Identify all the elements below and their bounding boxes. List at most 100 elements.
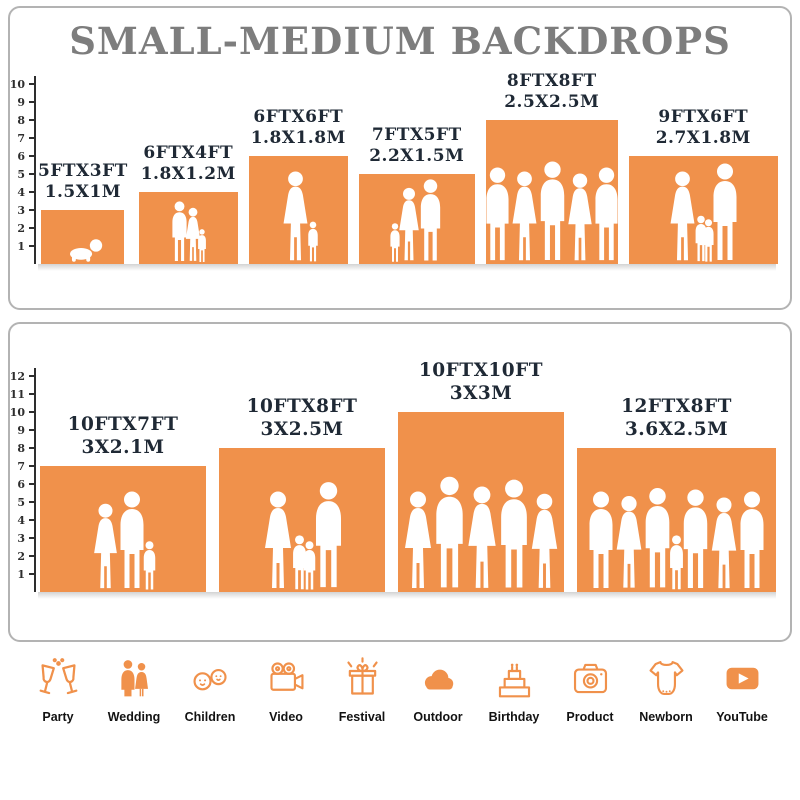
ruler-number: 9 xyxy=(17,96,25,109)
theme-label: Product xyxy=(566,710,614,724)
ruler-tick xyxy=(29,191,36,193)
ruler-tick xyxy=(29,155,36,157)
backdrop-size-label: 10FTX10FT 3X3M xyxy=(419,359,543,406)
woman-silhouette xyxy=(283,171,308,261)
backdrop-group: 5FTX3FT 1.5X1M xyxy=(38,161,128,264)
festival-icon xyxy=(346,657,378,695)
man-silhouette xyxy=(315,482,341,588)
man-silhouette xyxy=(501,479,527,588)
ruler-number: 1 xyxy=(17,240,25,253)
woman-silhouette xyxy=(468,486,496,588)
page-title: SMALL-MEDIUM BACKDROPS xyxy=(69,19,731,63)
size-label-meters: 1.8X1.2M xyxy=(140,164,236,185)
ruler-tick xyxy=(29,245,36,247)
backdrop-size-label: 5FTX3FT 1.5X1M xyxy=(38,161,128,205)
woman-silhouette xyxy=(264,491,291,588)
man-silhouette xyxy=(486,167,509,261)
theme-label: Newborn xyxy=(639,710,693,724)
top-panel: SMALL-MEDIUM BACKDROPS 1 2 3 4 5 6 7 8 9 10 5FTX3… xyxy=(8,6,792,310)
ruler-tick xyxy=(29,411,36,413)
size-label-feet: 10FTX7FT xyxy=(67,413,179,435)
backdrop-group: 9FTX6FT 2.7X1.8M xyxy=(628,106,778,264)
theme-newborn: Newborn xyxy=(638,656,694,724)
backdrop-bar-7ftx5ft xyxy=(358,174,475,264)
theme-label: Outdoor xyxy=(413,710,463,724)
theme-label: Wedding xyxy=(107,710,161,724)
ruler-number: 10 xyxy=(9,406,25,419)
man-silhouette xyxy=(172,201,187,262)
ruler-top: 1 2 3 4 5 6 7 8 9 10 xyxy=(10,76,36,264)
size-label-feet: 8FTX8FT xyxy=(506,70,597,91)
backdrop-group: 8FTX8FT 2.5X2.5M xyxy=(485,70,618,264)
man-silhouette xyxy=(540,161,565,260)
woman-silhouette xyxy=(670,171,695,261)
ruler-number: 4 xyxy=(17,186,25,199)
theme-children: Children xyxy=(182,656,238,724)
ruler-tick xyxy=(29,375,36,377)
ruler-tick xyxy=(29,83,36,85)
size-label-meters: 2.5X2.5M xyxy=(504,92,600,113)
ruler-number: 7 xyxy=(17,132,25,145)
ruler-tick xyxy=(29,519,36,521)
ruler-tick xyxy=(29,101,36,103)
size-label-feet: 9FTX6FT xyxy=(658,106,749,127)
ruler-axis-line xyxy=(34,76,36,264)
backdrop-size-label: 10FTX8FT 3X2.5M xyxy=(247,395,358,442)
ruler-bottom: 1 2 3 4 5 6 7 8 9 10 11 12 xyxy=(10,368,36,592)
ruler-number: 6 xyxy=(17,150,25,163)
theme-outdoor: Outdoor xyxy=(410,656,466,724)
child-silhouette xyxy=(143,541,156,590)
backdrop-bar-6ftx6ft xyxy=(248,156,348,264)
backdrop-group: 6FTX6FT 1.8X1.8M xyxy=(248,107,348,264)
backdrop-group: 10FTX10FT 3X3M xyxy=(398,359,564,592)
ruler-number: 1 xyxy=(17,568,25,581)
ruler-number: 2 xyxy=(17,550,25,563)
ruler-number: 7 xyxy=(17,460,25,473)
woman-silhouette xyxy=(531,493,558,588)
people-silhouettes xyxy=(486,161,618,263)
backdrop-size-label: 6FTX4FT 1.8X1.2M xyxy=(141,143,236,187)
birthday-icon xyxy=(498,663,530,698)
ruler-tick xyxy=(29,429,36,431)
people-silhouettes xyxy=(629,163,778,263)
woman-silhouette xyxy=(94,503,117,589)
man-silhouette xyxy=(683,489,708,588)
wedding-icon xyxy=(120,660,148,697)
size-label-meters: 1.5X1M xyxy=(44,182,122,203)
size-label-meters: 3X2.1M xyxy=(81,437,165,459)
backdrop-bars-top: 5FTX3FT 1.5X1M 6FTX4FT 1.8X1.2M 6FTX6FT 1.8X1… xyxy=(38,70,782,264)
people-silhouettes xyxy=(359,179,475,263)
woman-silhouette xyxy=(405,491,431,588)
theme-video: Video xyxy=(258,656,314,724)
ruler-tick xyxy=(29,501,36,503)
backdrop-bar-10ftx7ft xyxy=(40,466,206,592)
woman-silhouette xyxy=(512,171,537,261)
man-silhouette xyxy=(589,491,613,588)
size-label-feet: 6FTX4FT xyxy=(143,142,234,163)
ruler-tick xyxy=(29,483,36,485)
backdrop-bar-5ftx3ft xyxy=(41,210,125,264)
ruler-number: 9 xyxy=(17,424,25,437)
outdoor-icon xyxy=(424,669,453,690)
children-icon xyxy=(192,668,227,691)
ruler-number: 2 xyxy=(17,222,25,235)
theme-label: Party xyxy=(42,710,74,724)
backdrop-size-label: 6FTX6FT 1.8X1.8M xyxy=(251,107,346,151)
size-label-meters: 3.6X2.5M xyxy=(624,419,729,441)
theme-row: Party Wedding Children Video Festival Outdoor… xyxy=(8,656,792,724)
theme-label: YouTube xyxy=(716,710,768,724)
ruler-number: 8 xyxy=(17,114,25,127)
backdrop-size-label: 12FTX8FT 3.6X2.5M xyxy=(621,395,732,442)
people-silhouettes xyxy=(249,171,348,263)
child-silhouette xyxy=(197,229,206,262)
backdrop-bars-bottom: 10FTX7FT 3X2.1M 10FTX8FT 3X2.5M 10FTX10FT 3X3… xyxy=(40,359,782,592)
ruler-tick xyxy=(29,537,36,539)
size-label-meters: 1.8X1.8M xyxy=(250,128,346,149)
ruler-tick xyxy=(29,173,36,175)
theme-festival: Festival xyxy=(334,656,390,724)
child-silhouette xyxy=(670,535,683,590)
ruler-axis-line xyxy=(34,368,36,592)
man-silhouette xyxy=(645,488,670,588)
ruler-number: 11 xyxy=(9,388,25,401)
youtube-icon xyxy=(726,667,758,690)
